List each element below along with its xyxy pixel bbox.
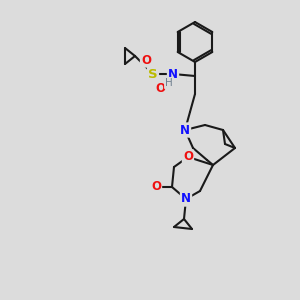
- Text: O: O: [155, 82, 165, 94]
- Text: H: H: [165, 78, 173, 88]
- Text: O: O: [151, 181, 161, 194]
- Text: N: N: [180, 124, 190, 136]
- Text: N: N: [181, 193, 191, 206]
- Text: O: O: [141, 53, 151, 67]
- Text: N: N: [168, 68, 178, 80]
- Text: S: S: [148, 68, 158, 80]
- Text: O: O: [183, 151, 193, 164]
